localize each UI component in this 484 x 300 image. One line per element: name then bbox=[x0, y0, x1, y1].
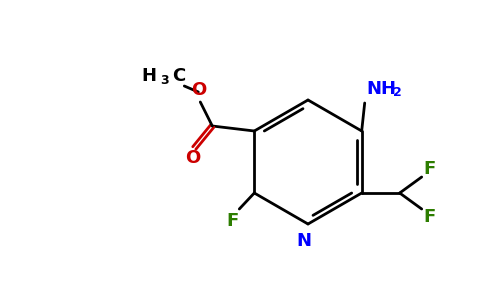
Text: F: F bbox=[226, 212, 239, 230]
Text: NH: NH bbox=[367, 80, 397, 98]
Text: 2: 2 bbox=[393, 86, 401, 100]
Text: C: C bbox=[172, 67, 185, 85]
Text: O: O bbox=[185, 149, 200, 167]
Text: H: H bbox=[141, 67, 156, 85]
Text: O: O bbox=[191, 81, 206, 99]
Text: N: N bbox=[297, 232, 312, 250]
Text: 3: 3 bbox=[160, 74, 168, 86]
Text: F: F bbox=[424, 160, 436, 178]
Text: F: F bbox=[424, 208, 436, 226]
